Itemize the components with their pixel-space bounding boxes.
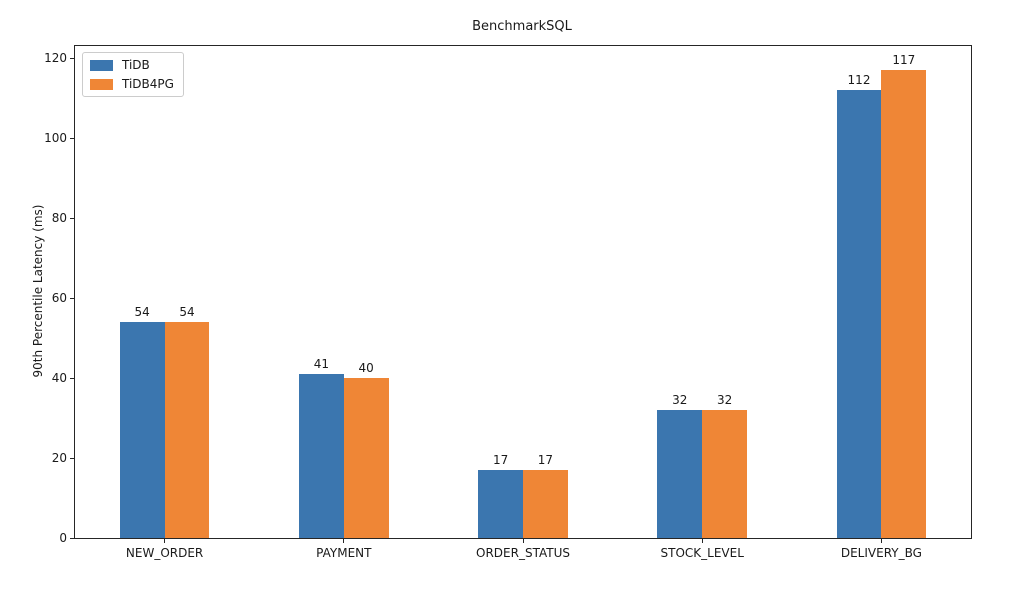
bar-tidb-stock_level: [657, 410, 703, 538]
y-tick-mark: [70, 457, 74, 459]
bar-tidb4pg-payment: [343, 378, 389, 538]
legend-swatch-icon: [90, 59, 113, 71]
bar-tidb-delivery_bg: [836, 90, 882, 538]
y-tick-mark: [70, 57, 74, 59]
x-tick-label: ORDER_STATUS: [476, 546, 570, 560]
legend-item-tidb4pg: TiDB4PG: [90, 77, 174, 91]
y-tick-label: 40: [51, 371, 67, 385]
x-tick-label: NEW_ORDER: [125, 546, 204, 560]
legend-item-tidb: TiDB: [90, 58, 174, 72]
bar-value-label: 54: [179, 305, 195, 319]
bar-value-label: 117: [892, 53, 916, 67]
bar-value-label: 32: [716, 393, 733, 407]
legend-label: TiDB4PG: [122, 77, 174, 91]
y-tick-label: 20: [51, 451, 67, 465]
x-tick-mark: [701, 539, 703, 543]
y-tick-label: 120: [44, 51, 67, 65]
bar-tidb-payment: [299, 374, 344, 538]
x-tick-label: DELIVERY_BG: [840, 546, 922, 560]
legend-label: TiDB: [122, 58, 150, 72]
bar-value-label: 32: [672, 393, 688, 407]
bar-value-label: 17: [492, 453, 509, 467]
bar-tidb4pg-delivery_bg: [881, 70, 927, 538]
y-tick-mark: [70, 137, 74, 139]
y-tick-mark: [70, 217, 74, 219]
legend: TiDB TiDB4PG: [82, 52, 184, 97]
y-tick-label: 80: [51, 211, 67, 225]
bar-tidb-new_order: [119, 322, 165, 538]
y-tick-mark: [70, 537, 74, 539]
x-tick-label: PAYMENT: [316, 546, 372, 560]
plot-area: 0 20 40 60 80 100 120 NEW_ORDER 54 54 PAYMENT 41 40 O…: [44, 45, 972, 560]
y-tick-label: 100: [44, 131, 67, 145]
x-tick-mark: [522, 539, 524, 543]
bar-value-label: 17: [537, 453, 554, 467]
bar-tidb4pg-new_order: [164, 322, 210, 538]
bar-tidb4pg-order_status: [523, 470, 568, 538]
x-tick-mark: [880, 539, 882, 543]
bar-value-label: 41: [313, 357, 330, 371]
y-tick-label: 0: [59, 531, 67, 545]
bar-value-label: 112: [847, 73, 871, 87]
y-axis-label: 90th Percentile Latency (ms): [31, 204, 45, 378]
chart-title: BenchmarkSQL: [472, 19, 572, 34]
bar-value-label: 54: [134, 305, 150, 319]
x-tick-mark: [164, 539, 166, 543]
x-tick-mark: [343, 539, 345, 543]
y-tick-label: 60: [51, 291, 67, 305]
x-tick-label: STOCK_LEVEL: [660, 546, 744, 560]
legend-swatch-icon: [90, 78, 113, 90]
bar-tidb4pg-stock_level: [702, 410, 747, 538]
y-tick-mark: [70, 377, 74, 379]
bar-tidb-order_status: [478, 470, 523, 538]
bar-value-label: 40: [358, 361, 374, 375]
y-tick-mark: [70, 297, 74, 299]
